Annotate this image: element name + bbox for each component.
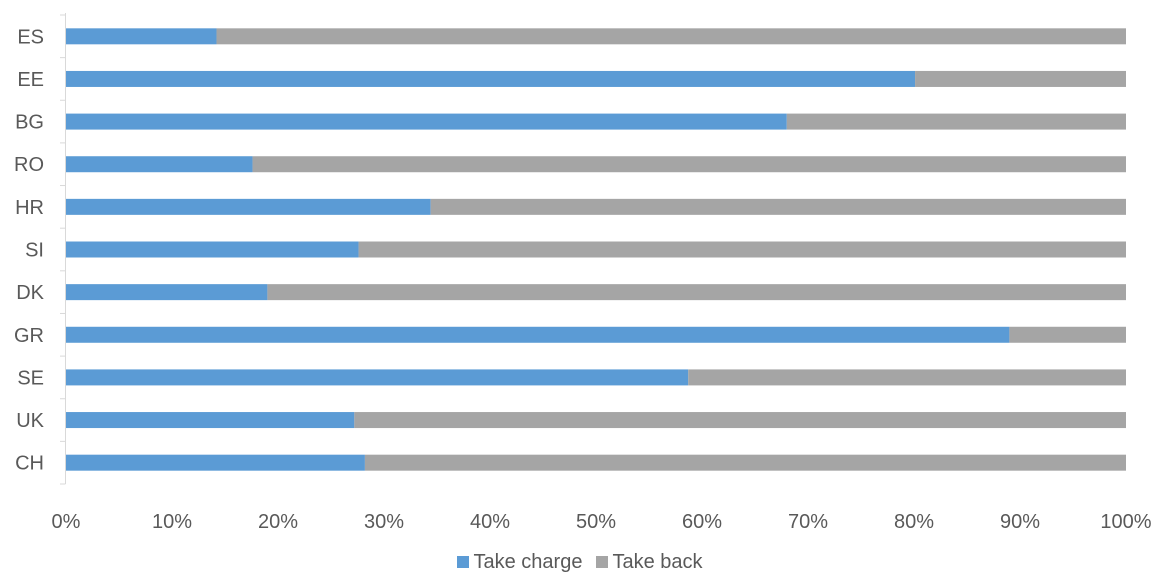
x-tick-label-40pct: 40%: [470, 511, 510, 533]
bar-ch-take-back: [364, 454, 1126, 471]
category-label-ee: EE: [17, 69, 44, 91]
x-tick-label-20pct: 20%: [258, 511, 298, 533]
category-label-gr: GR: [14, 325, 44, 347]
bar-dk-take-charge: [66, 284, 268, 301]
bar-gr-take-charge: [66, 326, 1010, 343]
legend-item-take-back: Take back: [596, 550, 703, 574]
bar-si-take-charge: [66, 241, 359, 258]
bar-dk-take-back: [267, 284, 1126, 301]
bar-ro-take-charge: [66, 156, 253, 173]
x-tick-label-80pct: 80%: [894, 511, 934, 533]
category-label-dk: DK: [16, 282, 44, 304]
x-tick-label-10pct: 10%: [152, 511, 192, 533]
x-tick-label-60pct: 60%: [682, 511, 722, 533]
category-label-si: SI: [25, 240, 44, 262]
x-tick-label-0pct: 0%: [52, 511, 81, 533]
axis-layer: [60, 13, 66, 485]
bar-uk-take-charge: [66, 412, 355, 429]
bar-ro-take-back: [252, 156, 1126, 173]
bar-ee-take-charge: [66, 70, 916, 87]
x-tick-label-90pct: 90%: [1000, 511, 1040, 533]
bar-ch-take-charge: [66, 454, 365, 471]
legend-swatch-take-charge: [457, 556, 470, 568]
stacked-bar-chart: ES EE BG RO HR SI DK GR SE UK CH 0% 10% 20% 30% 40% 50% 6…: [14, 13, 1152, 533]
bar-ee-take-back: [915, 70, 1126, 87]
bar-si-take-back: [358, 241, 1126, 258]
bar-hr-take-charge: [66, 198, 431, 215]
bar-se-take-back: [688, 369, 1126, 386]
x-tick-label-70pct: 70%: [788, 511, 828, 533]
category-label-ro: RO: [14, 154, 44, 176]
labels-layer: ES EE BG RO HR SI DK GR SE UK CH 0% 10% 20% 30% 40% 50% 6…: [14, 26, 1152, 533]
bar-es-take-charge: [66, 28, 217, 45]
x-tick-label-30pct: 30%: [364, 511, 404, 533]
bar-bg-take-charge: [66, 113, 787, 130]
legend: Take charge Take back: [0, 548, 1160, 576]
bars-layer: [66, 28, 1126, 471]
category-label-es: ES: [17, 26, 44, 48]
category-label-se: SE: [17, 367, 44, 389]
bar-es-take-back: [216, 28, 1126, 45]
x-tick-label-100pct: 100%: [1100, 511, 1151, 533]
x-tick-label-50pct: 50%: [576, 511, 616, 533]
bar-hr-take-back: [430, 198, 1126, 215]
bar-gr-take-back: [1009, 326, 1126, 343]
bar-se-take-charge: [66, 369, 689, 386]
category-label-ch: CH: [15, 453, 44, 475]
legend-label-take-charge: Take charge: [473, 550, 583, 573]
bar-uk-take-back: [354, 412, 1126, 429]
bar-bg-take-back: [786, 113, 1126, 130]
legend-swatch-take-back: [596, 556, 609, 568]
category-label-bg: BG: [15, 112, 44, 134]
category-label-uk: UK: [16, 410, 44, 432]
legend-item-take-charge: Take charge: [457, 551, 582, 574]
category-label-hr: HR: [15, 197, 44, 219]
legend-label-take-back: Take back: [612, 550, 703, 573]
